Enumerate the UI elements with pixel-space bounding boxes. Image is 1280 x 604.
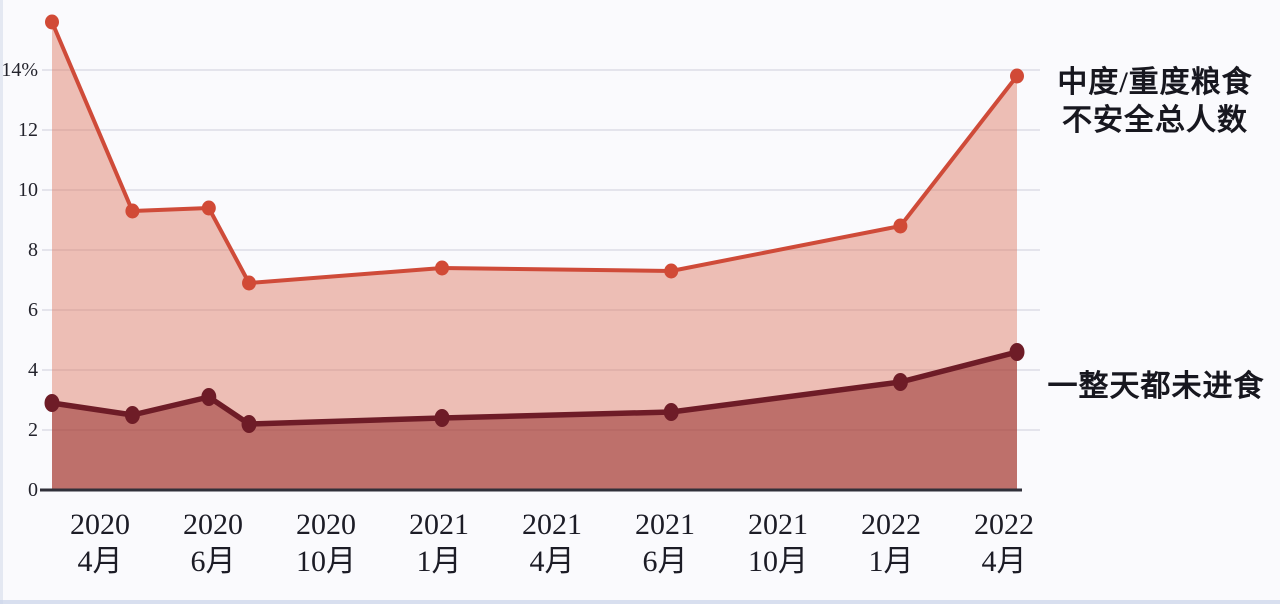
x-tick-month: 4月 [981, 545, 1027, 578]
whole-day-no-food-point [241, 415, 257, 433]
whole-day-no-food-area [52, 352, 1017, 490]
x-tick-month: 1月 [868, 545, 914, 578]
whole-day-no-food-point [124, 406, 140, 424]
x-tick-month: 10月 [296, 545, 356, 578]
x-axis-tick-label: 2022 1月 [826, 506, 956, 580]
whole-day-no-food-point [1009, 343, 1025, 361]
moderate-severe-point [242, 275, 257, 291]
x-tick-year: 2021 [522, 508, 582, 541]
x-axis-tick-label: 2021 10月 [713, 506, 843, 580]
window-left-edge [0, 0, 3, 604]
x-tick-month: 6月 [190, 545, 236, 578]
x-tick-month: 4月 [77, 545, 123, 578]
x-axis-tick-label: 2020 4月 [35, 506, 165, 580]
y-axis-tick-label: 8 [28, 239, 38, 261]
moderate-severe-point [664, 263, 679, 279]
x-axis-tick-label: 2022 4月 [939, 506, 1069, 580]
whole-day-no-food-point [201, 388, 217, 406]
whole-day-no-food-point [434, 409, 450, 427]
moderate-severe-point [125, 203, 140, 219]
x-tick-month: 4月 [529, 545, 575, 578]
y-axis-tick-label: 10 [18, 179, 38, 201]
moderate-severe-point [893, 218, 908, 234]
x-tick-year: 2020 [296, 508, 356, 541]
x-tick-year: 2021 [409, 508, 469, 541]
annotation-line: 不安全总人数 [1062, 104, 1248, 137]
y-axis-tick-label: 2 [28, 419, 38, 441]
moderate-severe-point [435, 260, 450, 276]
x-tick-month: 1月 [416, 545, 462, 578]
window-bottom-edge [0, 600, 1280, 604]
x-tick-year: 2021 [748, 508, 808, 541]
x-tick-year: 2022 [861, 508, 921, 541]
y-axis-tick-label: 14% [1, 59, 38, 81]
moderate-severe-area [52, 22, 1017, 490]
moderate-severe-point [45, 14, 59, 30]
y-axis-tick-label: 4 [28, 359, 38, 381]
annotation-line: 中度/重度粮食 [1057, 66, 1253, 99]
y-axis-tick-label: 6 [28, 299, 38, 321]
x-tick-year: 2021 [635, 508, 695, 541]
annotation-line: 一整天都未进食 [1047, 370, 1265, 403]
x-axis-tick-label: 2021 4月 [487, 506, 617, 580]
x-tick-year: 2020 [183, 508, 243, 541]
x-tick-month: 10月 [748, 545, 808, 578]
x-tick-month: 6月 [642, 545, 688, 578]
series-annotation-whole-day: 一整天都未进食 [1036, 368, 1276, 406]
x-axis-tick-label: 2021 1月 [374, 506, 504, 580]
y-axis-tick-label: 12 [18, 119, 38, 141]
whole-day-no-food-point [892, 373, 908, 391]
whole-day-no-food-point [44, 394, 60, 412]
series-annotation-moderate-severe: 中度/重度粮食 不安全总人数 [1039, 64, 1271, 140]
moderate-severe-line [50, 20, 1019, 285]
x-axis-tick-label: 2020 10月 [261, 506, 391, 580]
x-axis-tick-label: 2021 6月 [600, 506, 730, 580]
x-tick-year: 2020 [70, 508, 130, 541]
y-axis-tick-label: 0 [28, 479, 38, 501]
x-tick-year: 2022 [974, 508, 1034, 541]
whole-day-no-food-point [663, 403, 679, 421]
moderate-severe-point [201, 200, 216, 216]
moderate-severe-point [1010, 68, 1024, 84]
x-axis-tick-label: 2020 6月 [148, 506, 278, 580]
whole-day-no-food-line [49, 349, 1020, 427]
